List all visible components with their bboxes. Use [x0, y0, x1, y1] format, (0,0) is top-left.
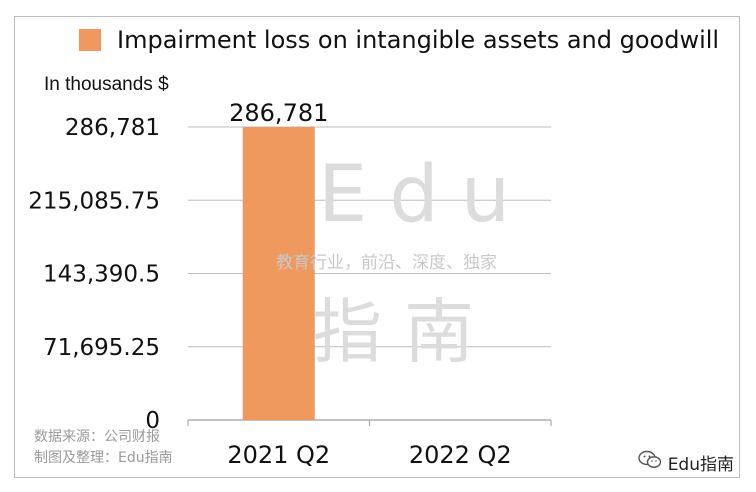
- bar: [242, 127, 315, 420]
- watermark-edu: Edu: [318, 150, 533, 240]
- wechat-icon: [637, 450, 662, 475]
- watermark-zhinan: 指南: [312, 291, 496, 373]
- y-tick-label: 71,695.25: [43, 335, 160, 361]
- chart-legend: Impairment loss on intangible assets and…: [79, 26, 719, 54]
- brand-label: Edu指南: [667, 455, 734, 475]
- y-tick-label: 286,781: [65, 115, 160, 141]
- author-note: 制图及整理：Edu指南: [34, 450, 173, 466]
- x-category-label: 2022 Q2: [409, 441, 512, 469]
- legend-label: Impairment loss on intangible assets and…: [117, 26, 720, 54]
- watermark-slogan: 教育行业，前沿、深度、独家: [276, 253, 497, 273]
- brand-tag: Edu指南: [637, 450, 734, 475]
- y-axis-units-label: In thousands $: [44, 74, 169, 95]
- y-tick-label: 143,390.5: [43, 262, 160, 288]
- y-tick-label: 0: [145, 408, 160, 434]
- data-label: 286,781: [229, 99, 328, 127]
- y-tick-label: 215,085.75: [28, 188, 160, 214]
- chart-frame: [14, 16, 740, 478]
- source-note: 数据来源：公司财报: [34, 429, 160, 445]
- legend-swatch: [79, 29, 101, 51]
- x-category-label: 2021 Q2: [227, 441, 330, 469]
